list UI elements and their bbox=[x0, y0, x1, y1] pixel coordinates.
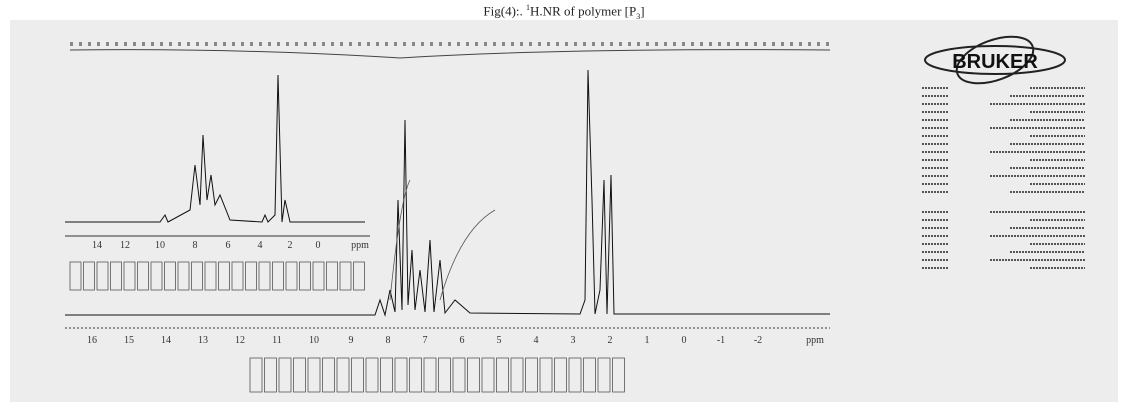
caption-sub: 3 bbox=[636, 11, 641, 21]
logo-orbit bbox=[955, 35, 1035, 85]
axis-label: 6 bbox=[226, 240, 231, 251]
integral-curve bbox=[69, 49, 831, 59]
peak-label-box bbox=[336, 357, 350, 393]
integral-trace bbox=[389, 179, 496, 301]
peak-label-box bbox=[204, 261, 217, 291]
axis-label: 9 bbox=[349, 335, 354, 346]
peak-label-box bbox=[365, 357, 379, 393]
axis-label: 1 bbox=[645, 335, 650, 346]
axis-label: 13 bbox=[198, 335, 208, 346]
peak-label-box bbox=[568, 357, 582, 393]
peak-label-box bbox=[496, 357, 509, 393]
peak-label-box bbox=[339, 261, 352, 291]
peak-label-box bbox=[326, 261, 338, 291]
peak-label-box bbox=[322, 357, 335, 393]
peak-label-box bbox=[583, 357, 596, 393]
peak-label-box bbox=[249, 357, 263, 393]
axis-label: 16 bbox=[87, 335, 97, 346]
peak-label-box bbox=[481, 357, 495, 393]
axis-label: 0 bbox=[316, 240, 321, 251]
peak-label-box bbox=[597, 357, 611, 393]
axis-label: 8 bbox=[386, 335, 391, 346]
axis-label: 4 bbox=[534, 335, 539, 346]
caption-text: ] bbox=[640, 3, 645, 19]
axis-label: 0 bbox=[682, 335, 687, 346]
spectrum-line bbox=[65, 69, 830, 317]
peak-label-box bbox=[150, 261, 163, 291]
peak-label-box bbox=[351, 357, 364, 393]
axis-label: 15 bbox=[124, 335, 134, 346]
axis-label: 12 bbox=[120, 240, 130, 251]
peak-label-box bbox=[539, 357, 553, 393]
peak-label-box bbox=[467, 357, 480, 393]
peak-label-box bbox=[293, 357, 306, 393]
axis-label: 7 bbox=[423, 335, 428, 346]
peak-label-box bbox=[380, 357, 393, 393]
peak-label-box bbox=[69, 261, 82, 291]
inset-spectrum bbox=[65, 74, 365, 223]
peak-label-box bbox=[245, 261, 257, 291]
peak-label-box bbox=[612, 357, 625, 393]
peak-label-box bbox=[123, 261, 136, 291]
peak-label-box bbox=[218, 261, 230, 291]
peak-label-box bbox=[438, 357, 451, 393]
peak-label-box bbox=[353, 261, 365, 291]
peak-label-box bbox=[164, 261, 176, 291]
peak-label-box bbox=[307, 357, 321, 393]
caption-sup: 1 bbox=[526, 3, 531, 12]
peak-label-box bbox=[452, 357, 466, 393]
peak-label-box bbox=[278, 357, 292, 393]
peak-label-box bbox=[96, 261, 109, 291]
peak-label-box bbox=[110, 261, 122, 291]
peak-label-box bbox=[525, 357, 538, 393]
peak-label-box bbox=[409, 357, 422, 393]
peak-label-box bbox=[554, 357, 567, 393]
axis-label: -1 bbox=[717, 335, 725, 346]
peak-label-box bbox=[285, 261, 298, 291]
axis-label: 10 bbox=[155, 240, 165, 251]
peak-label-box bbox=[258, 261, 271, 291]
axis-label: 2 bbox=[608, 335, 613, 346]
axis-label: ppm bbox=[351, 240, 369, 251]
peak-label-box bbox=[272, 261, 284, 291]
figure-background bbox=[10, 20, 1118, 402]
peak-label-box bbox=[137, 261, 149, 291]
peak-label-box bbox=[177, 261, 190, 291]
peak-label-box bbox=[423, 357, 437, 393]
axis-label: 11 bbox=[272, 335, 282, 346]
axis-label: ppm bbox=[806, 335, 824, 346]
axis-label: 8 bbox=[193, 240, 198, 251]
peak-label-box bbox=[191, 261, 203, 291]
bruker-logo: BRUKER bbox=[924, 35, 1066, 85]
caption: Fig(4):. 1H.NR of polymer [P3] bbox=[0, 0, 1128, 25]
logo-orbit bbox=[924, 45, 1066, 75]
peak-label-box bbox=[394, 357, 408, 393]
axis-label: 14 bbox=[92, 240, 102, 251]
peak-label-box bbox=[83, 261, 95, 291]
caption-text: Fig(4):. bbox=[483, 3, 527, 19]
axis-label: -2 bbox=[754, 335, 762, 346]
peak-label-box bbox=[312, 261, 325, 291]
axis-label: 12 bbox=[235, 335, 245, 346]
axis-label: 2 bbox=[288, 240, 293, 251]
peak-label-box bbox=[510, 357, 524, 393]
axis-label: 14 bbox=[161, 335, 171, 346]
axis-label: 4 bbox=[258, 240, 263, 251]
axis-label: 6 bbox=[460, 335, 465, 346]
peak-label-box bbox=[231, 261, 244, 291]
axis-label: 10 bbox=[309, 335, 319, 346]
peak-label-box bbox=[299, 261, 311, 291]
caption-text: H.NR of polymer [P bbox=[530, 3, 637, 19]
axis-label: 5 bbox=[497, 335, 502, 346]
axis-label: 3 bbox=[571, 335, 576, 346]
peak-label-box bbox=[264, 357, 277, 393]
logo-text: BRUKER bbox=[952, 51, 1038, 73]
